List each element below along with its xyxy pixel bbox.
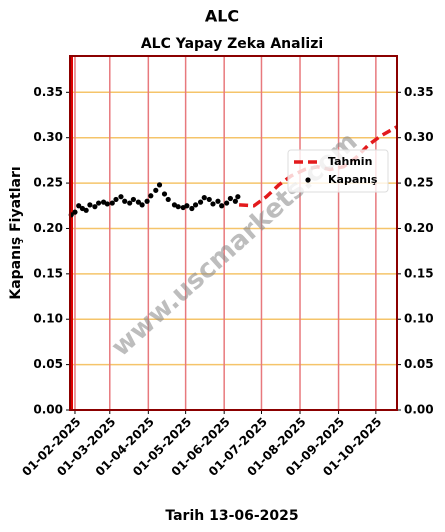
y2-tick-label: 0.20 [404,221,434,235]
data-point [192,202,199,208]
data-point [206,196,212,203]
legend-label: Kapanış [328,173,378,186]
data-point [201,195,207,201]
y2-tick-label: 0.30 [404,130,434,144]
data-point [153,187,159,193]
data-point [235,194,241,200]
y-tick-label: 0.20 [33,221,63,235]
data-point [175,204,181,210]
data-point [227,195,233,202]
data-point [118,194,124,200]
data-point [139,202,145,208]
y-tick-label: 0.10 [33,312,63,326]
suptitle: ALC [205,7,239,26]
y-tick-label: 0.15 [33,266,63,280]
y2-tick-label: 0.00 [404,403,434,417]
data-point [210,201,216,207]
y-tick-label: 0.25 [33,176,63,190]
data-point [197,199,204,205]
y2-tick-label: 0.25 [404,176,434,190]
plot-background [70,56,397,410]
data-point [76,203,82,209]
legend-swatch [305,177,311,183]
data-point [161,191,168,197]
y2-tick-label: 0.15 [404,266,434,280]
plot-frame [69,55,398,411]
y-tick-label: 0.30 [33,130,63,144]
data-point [219,203,225,209]
y-tick-label: 0.00 [33,403,63,417]
data-point [144,198,150,204]
data-point [189,205,195,212]
data-point [215,198,221,204]
data-point [135,199,141,205]
data-point [165,196,171,203]
data-point [156,182,163,188]
data-point [127,200,133,206]
y-axis-label: Kapanış Fiyatları [8,166,24,299]
y-tick-label: 0.05 [33,357,63,371]
y2-tick-label: 0.10 [404,312,434,326]
data-point [184,203,190,209]
y2-tick-label: 0.05 [404,357,434,371]
data-point [232,198,238,204]
y-tick-label: 0.35 [33,85,63,99]
data-point [122,198,128,204]
data-point [130,196,137,203]
data-point [95,200,102,206]
data-point [148,193,154,199]
x-axis-label: Tarih 13-06-2025 [165,508,298,524]
legend-label: Tahmin [328,155,372,168]
chart-title: ALC Yapay Zeka Analizi [141,36,323,52]
data-point [113,196,119,203]
data-point [109,200,115,206]
data-point [72,209,78,215]
x-tick-label: 01-02-2025 [19,415,83,479]
data-point [92,204,98,210]
data-point [83,207,89,213]
data-point [104,201,110,207]
data-point [224,200,230,206]
data-point [87,202,93,208]
y2-tick-label: 0.35 [404,85,434,99]
